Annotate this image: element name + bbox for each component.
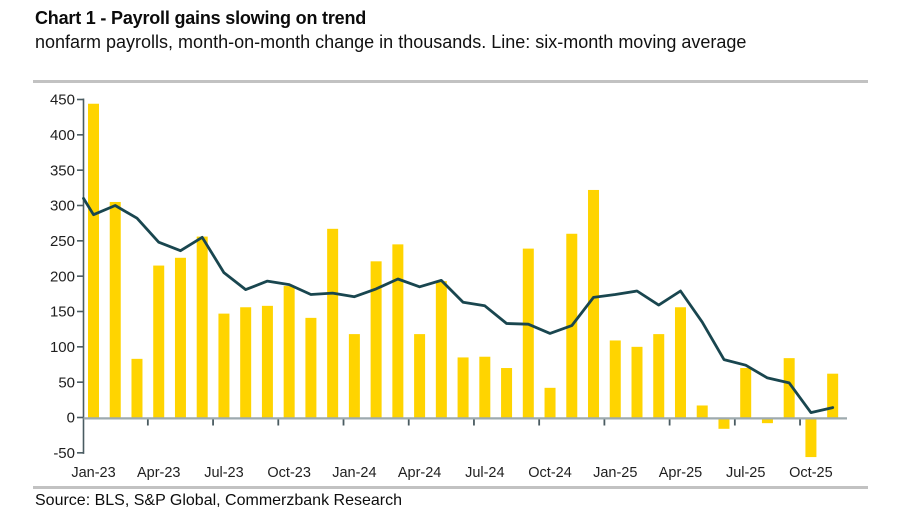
bar-dec-23	[327, 228, 339, 418]
x-axis-label: Jul-24	[465, 465, 505, 481]
y-axis-label: 400	[50, 127, 75, 144]
bar-apr-23	[153, 265, 165, 418]
bar-jul-24	[479, 356, 491, 418]
source-note: Source: BLS, S&P Global, Commerzbank Res…	[35, 492, 402, 509]
y-axis-label: 300	[50, 198, 75, 215]
x-axis-label: Apr-25	[659, 465, 703, 481]
bar-oct-25	[805, 417, 817, 458]
y-axis-label: 50	[58, 374, 75, 391]
bar-feb-24	[370, 261, 382, 418]
bar-aug-24	[501, 368, 513, 418]
bar-nov-23	[305, 317, 317, 418]
bar-aug-23	[240, 307, 252, 418]
bar-may-25	[696, 405, 708, 418]
bar-mar-25	[653, 334, 665, 418]
bar-oct-24	[544, 387, 556, 418]
bar-mar-23	[131, 358, 143, 418]
y-axis-label: 250	[50, 233, 75, 250]
bar-sep-23	[261, 305, 273, 418]
six-month-moving-average-line	[82, 196, 835, 415]
x-axis-label: Oct-25	[789, 465, 833, 481]
bar-jul-23	[218, 313, 230, 418]
bar-jul-25	[740, 368, 752, 418]
bar-sep-25	[783, 358, 795, 418]
chart-title: Chart 1 - Payroll gains slowing on trend	[35, 8, 367, 28]
chart-subtitle: nonfarm payrolls, month-on-month change …	[35, 32, 747, 52]
y-axis-label: 450	[50, 92, 75, 109]
x-axis-label: Oct-23	[267, 465, 311, 481]
x-axis-label: Apr-24	[398, 465, 442, 481]
bar-apr-24	[414, 334, 426, 418]
bar-jun-23	[196, 236, 208, 418]
y-axis-label: 0	[67, 410, 75, 427]
x-axis-label: Jul-23	[204, 465, 244, 481]
bar-nov-25	[827, 373, 839, 418]
bar-aug-25	[761, 417, 773, 424]
bar-jun-24	[457, 357, 469, 418]
y-axis-label: 150	[50, 304, 75, 321]
x-axis-label: Apr-23	[137, 465, 181, 481]
x-axis-label: Jan-23	[71, 465, 115, 481]
bar-jan-25	[609, 340, 621, 418]
y-axis-label: -50	[53, 445, 75, 462]
x-axis-label: Jan-25	[593, 465, 637, 481]
x-axis-label: Jan-24	[332, 465, 376, 481]
bar-may-24	[435, 281, 447, 418]
bar-jan-23	[88, 103, 99, 418]
bar-mar-24	[392, 244, 404, 418]
y-axis-label: 100	[50, 339, 75, 356]
x-axis-label: Oct-24	[528, 465, 572, 481]
y-axis-label: 350	[50, 162, 75, 179]
bar-feb-23	[109, 201, 121, 418]
y-axis-label: 200	[50, 268, 75, 285]
bar-jun-25	[718, 417, 730, 429]
bar-apr-25	[674, 307, 686, 418]
bar-jan-24	[348, 334, 360, 418]
bottom-separator	[33, 486, 868, 489]
bar-may-23	[174, 257, 186, 418]
bar-feb-25	[631, 346, 643, 418]
x-axis-label: Jul-25	[726, 465, 766, 481]
bar-sep-24	[522, 248, 534, 418]
bar-dec-24	[588, 189, 600, 418]
top-separator	[33, 80, 868, 83]
bar-oct-23	[283, 286, 295, 418]
